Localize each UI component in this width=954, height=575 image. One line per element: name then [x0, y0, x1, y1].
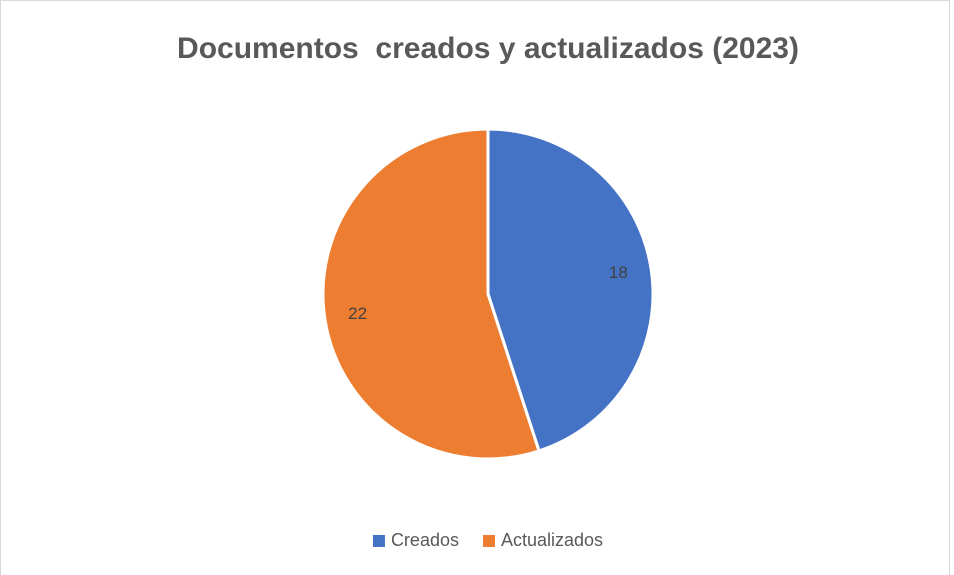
data-label: 22	[348, 304, 367, 323]
pie-slice	[321, 127, 541, 461]
pie-slice	[486, 127, 655, 453]
legend-label: Creados	[391, 530, 459, 550]
data-label: 18	[609, 263, 628, 282]
chart-title: Documentos creados y actualizados (2023)	[177, 32, 799, 65]
legend-swatch	[372, 535, 385, 547]
legend-swatch	[482, 535, 495, 547]
legend-label: Actualizados	[501, 530, 603, 550]
